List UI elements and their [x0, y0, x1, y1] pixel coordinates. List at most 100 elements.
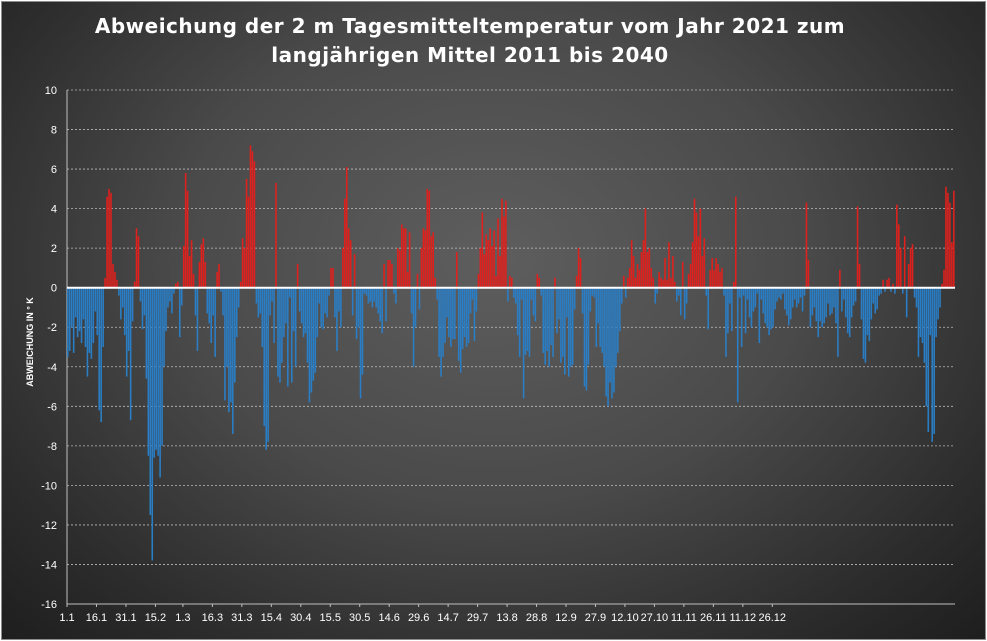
bar: [766, 287, 768, 328]
bar: [509, 275, 511, 288]
bar: [430, 236, 433, 288]
bar: [937, 287, 939, 320]
bar: [823, 287, 825, 324]
bar: [131, 287, 134, 322]
bar: [782, 287, 784, 294]
bar: [644, 208, 647, 288]
bar: [632, 256, 635, 288]
bar: [603, 287, 605, 367]
bar: [894, 287, 896, 294]
bar: [94, 287, 97, 312]
bar: [715, 258, 717, 288]
bar: [76, 287, 79, 338]
bar: [375, 287, 378, 308]
bar: [573, 287, 576, 310]
x-tick-label: 16.3: [202, 612, 223, 624]
bar: [485, 234, 488, 288]
bar: [583, 287, 586, 387]
bar: [479, 248, 482, 288]
bar: [642, 240, 645, 288]
bar: [591, 287, 594, 296]
bar: [619, 287, 621, 332]
bar: [677, 287, 680, 296]
bar: [281, 287, 283, 363]
bar: [469, 287, 472, 314]
bar: [601, 287, 603, 353]
bar: [721, 267, 723, 288]
bar: [788, 287, 790, 326]
bar: [709, 269, 711, 288]
bar: [369, 287, 372, 302]
bar: [524, 287, 527, 355]
bar: [634, 277, 637, 288]
bar: [493, 230, 495, 288]
bar: [748, 287, 751, 318]
bar: [750, 287, 753, 328]
bar: [516, 287, 519, 336]
bar: [184, 173, 187, 288]
bar: [218, 263, 220, 288]
bar: [402, 228, 405, 288]
bar: [727, 287, 729, 334]
bar: [768, 287, 770, 336]
bar: [67, 287, 69, 357]
bar: [481, 212, 484, 288]
bar: [285, 287, 287, 324]
bar: [512, 287, 515, 298]
bar: [797, 287, 800, 304]
bar: [210, 287, 212, 344]
bar: [434, 277, 436, 288]
x-tick-label: 14.7: [437, 612, 458, 624]
bar: [383, 263, 385, 288]
bar: [740, 287, 743, 347]
bar: [289, 287, 291, 298]
bar: [764, 287, 767, 324]
bar: [457, 287, 460, 361]
bar: [267, 287, 269, 442]
bar: [344, 198, 346, 288]
bar: [367, 287, 370, 304]
bar: [507, 287, 509, 302]
bar: [640, 252, 643, 288]
bar: [789, 287, 792, 320]
bar: [438, 287, 440, 357]
bar: [198, 261, 201, 288]
bar: [731, 287, 733, 332]
bar: [530, 287, 533, 300]
bar: [222, 287, 224, 316]
bar: [683, 287, 686, 320]
bar: [467, 287, 470, 344]
bar: [593, 287, 596, 298]
bar: [336, 287, 338, 351]
bar: [821, 287, 823, 328]
bar: [901, 287, 904, 294]
bar: [780, 287, 782, 300]
bar: [528, 287, 531, 357]
bar: [125, 287, 128, 377]
bar: [719, 271, 721, 288]
chart-title-line-1: Abweichung der 2 m Tagesmitteltemperatur…: [94, 14, 846, 38]
bar: [548, 287, 550, 367]
bar: [178, 287, 181, 338]
bar: [271, 287, 273, 302]
bar: [656, 287, 658, 294]
bar: [658, 271, 660, 288]
bar: [397, 248, 399, 288]
bar: [444, 287, 446, 344]
bar: [169, 287, 171, 302]
bar: [501, 198, 503, 288]
bar: [650, 267, 653, 288]
bar: [679, 287, 682, 316]
bar: [463, 287, 466, 338]
bar: [412, 287, 415, 367]
bar: [925, 287, 928, 407]
bar: [357, 287, 360, 328]
bar: [108, 188, 110, 288]
bar: [436, 287, 438, 300]
bar: [442, 287, 444, 357]
bar: [791, 287, 794, 308]
bar: [807, 260, 810, 288]
x-tick-label: 16.1: [86, 612, 107, 624]
bar: [416, 273, 419, 288]
bar: [630, 240, 633, 288]
